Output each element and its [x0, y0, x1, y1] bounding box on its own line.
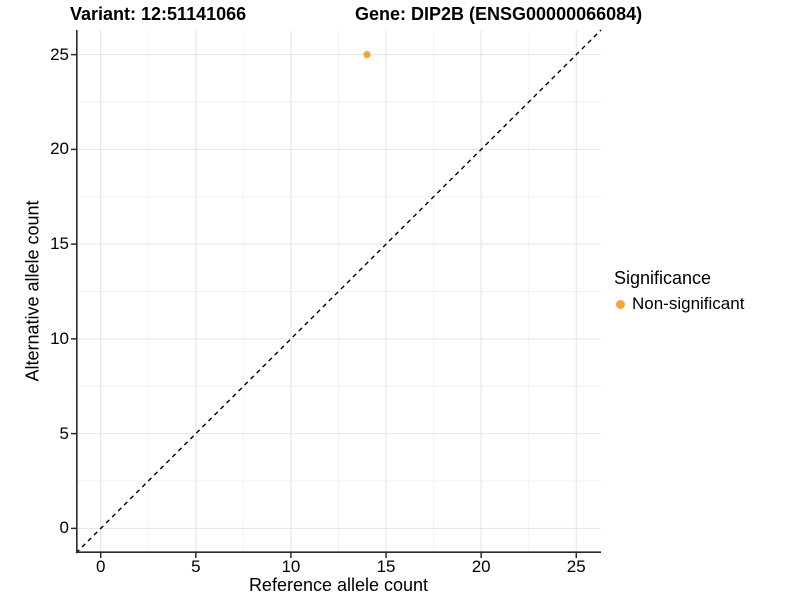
x-tick-label: 5	[191, 557, 201, 576]
y-tick-label: 25	[50, 44, 69, 64]
y-tick-label: 0	[59, 518, 69, 538]
legend-entry-label: Non-significant	[632, 294, 745, 313]
x-axis-title: Reference allele count	[248, 575, 429, 595]
y-tick-label: 10	[50, 328, 69, 348]
x-tick-label: 10	[281, 557, 301, 576]
data-point	[363, 51, 371, 59]
x-tick-label: 20	[471, 557, 491, 576]
y-tick-label: 5	[59, 423, 69, 443]
legend-entry: Non-significant	[614, 294, 744, 314]
y-tick-label: 15	[50, 234, 69, 254]
x-tick-label: 0	[95, 557, 106, 576]
x-tick-label: 25	[566, 557, 586, 576]
plot-panel	[71, 29, 602, 558]
gene-title: Gene: DIP2B (ENSG00000066084)	[355, 4, 643, 24]
plot-canvas	[71, 29, 602, 558]
legend-title: Significance	[614, 268, 712, 288]
legend-entries: Non-significant	[614, 294, 744, 314]
x-tick-label: 15	[376, 557, 396, 576]
legend: Significance Non-significant	[614, 268, 744, 314]
y-tick-label: 20	[50, 139, 69, 159]
legend-swatch-icon	[616, 299, 625, 309]
variant-title: Variant: 12:51141066	[70, 4, 247, 24]
y-axis-title: Alternative allele count	[22, 200, 43, 382]
